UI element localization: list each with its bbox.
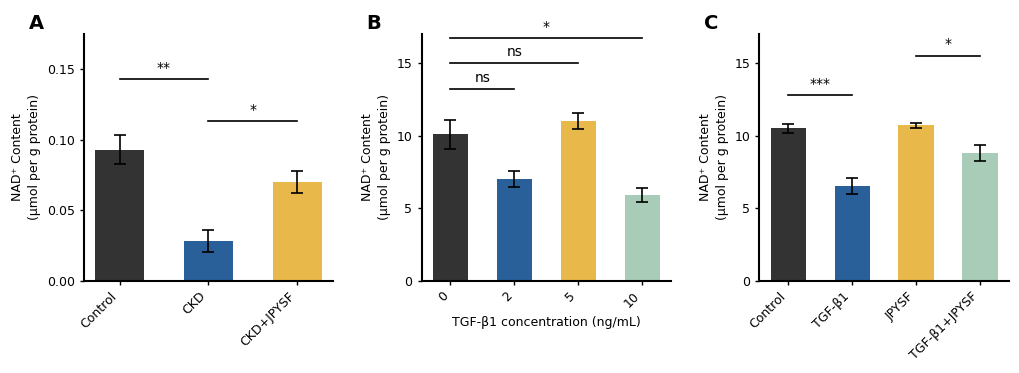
Bar — [834, 186, 869, 280]
Y-axis label: NAD⁺ Content
(μmol per g protein): NAD⁺ Content (μmol per g protein) — [11, 94, 41, 220]
Bar — [496, 179, 531, 280]
Text: C: C — [704, 15, 718, 33]
Text: B: B — [366, 15, 381, 33]
Bar — [962, 153, 997, 280]
Bar — [770, 128, 805, 280]
Text: **: ** — [157, 61, 171, 75]
Text: A: A — [29, 15, 44, 33]
Text: *: * — [944, 37, 951, 51]
Text: ***: *** — [809, 76, 829, 91]
Y-axis label: NAD⁺ Content
(μmol per g protein): NAD⁺ Content (μmol per g protein) — [361, 94, 390, 220]
Text: *: * — [250, 103, 256, 117]
Y-axis label: NAD⁺ Content
(μmol per g protein): NAD⁺ Content (μmol per g protein) — [698, 94, 729, 220]
Bar — [273, 182, 322, 280]
Bar — [95, 150, 144, 280]
Bar — [183, 241, 232, 280]
Bar — [432, 134, 468, 280]
Text: ns: ns — [505, 45, 522, 59]
Text: *: * — [542, 20, 549, 34]
Bar — [560, 121, 595, 280]
Bar — [898, 125, 932, 280]
X-axis label: TGF-β1 concentration (ng/mL): TGF-β1 concentration (ng/mL) — [451, 316, 640, 329]
Text: ns: ns — [474, 71, 490, 85]
Bar — [624, 195, 659, 280]
